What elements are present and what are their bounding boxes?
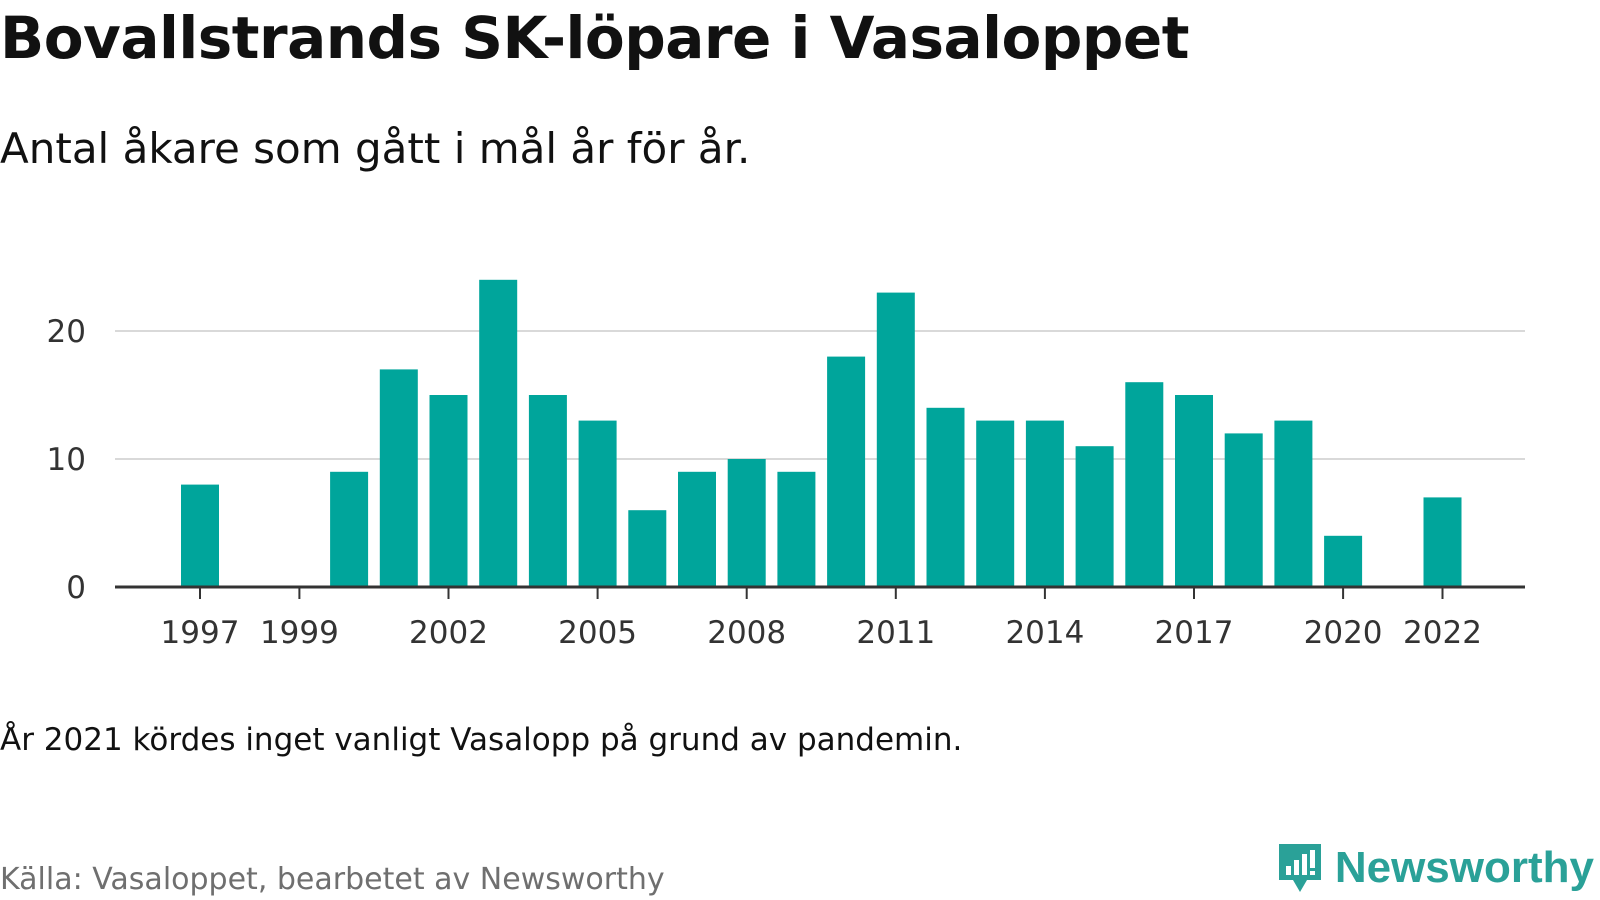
grid-lines — [115, 330, 1525, 460]
bar-2000 — [330, 471, 369, 587]
bar-2006 — [628, 510, 667, 587]
y-tick-label: 0 — [66, 570, 86, 606]
bar-2017 — [1175, 395, 1213, 587]
bar-2004 — [528, 395, 567, 587]
bar-2009 — [777, 471, 816, 587]
x-tick-labels: 1997 1999 2002 2005 2008 2011 2014 2017 2020 2022 — [161, 615, 1482, 651]
bar-2015 — [1075, 446, 1114, 587]
chart-title: Bovallstrands SK-löpare i Vasaloppet — [0, 4, 1189, 72]
bar-2005 — [578, 420, 617, 587]
bar-2008 — [727, 459, 766, 587]
footnote: År 2021 kördes inget vanligt Vasalopp på… — [0, 722, 963, 758]
bar-2022 — [1423, 497, 1462, 587]
x-tick-label: 2020 — [1304, 615, 1383, 651]
bar-1997 — [181, 484, 219, 587]
bar-2010 — [827, 356, 866, 587]
x-tick-label: 1997 — [161, 615, 240, 651]
y-tick-label: 20 — [47, 314, 86, 350]
bars — [181, 279, 1462, 587]
x-tick-label: 2002 — [409, 615, 488, 651]
bar-2016 — [1125, 382, 1164, 587]
bar-2014 — [1025, 420, 1064, 587]
y-tick-labels: 0 10 20 — [47, 314, 86, 606]
source-text: Källa: Vasaloppet, bearbetet av Newswort… — [0, 862, 665, 897]
bar-2003 — [479, 279, 518, 587]
y-tick-label: 10 — [47, 442, 86, 478]
x-axis — [115, 585, 1525, 599]
x-tick-label: 1999 — [260, 615, 339, 651]
bar-2020 — [1324, 535, 1363, 587]
bar-2001 — [379, 369, 418, 587]
bar-2012 — [926, 407, 965, 587]
bar-2002 — [429, 395, 468, 587]
chart-subtitle: Antal åkare som gått i mål år för år. — [0, 124, 751, 173]
x-tick-label: 2011 — [856, 615, 935, 651]
bar-2019 — [1274, 420, 1313, 587]
newsworthy-logo-icon — [1278, 844, 1321, 892]
bar-2013 — [976, 420, 1015, 587]
x-tick-label: 2022 — [1403, 615, 1482, 651]
x-tick-label: 2017 — [1155, 615, 1234, 651]
bar-2007 — [678, 471, 716, 587]
x-tick-label: 2014 — [1005, 615, 1084, 651]
newsworthy-logo[interactable]: Newsworthy — [1275, 840, 1594, 896]
bar-2018 — [1224, 433, 1263, 587]
x-tick-label: 2008 — [707, 615, 786, 651]
bar-2011 — [876, 292, 915, 587]
bar-chart: 0 10 20 1997 1999 2002 2005 2008 2011 2014 2017 20… — [47, 279, 1525, 651]
newsworthy-logo-text: Newsworthy — [1334, 843, 1594, 892]
x-tick-label: 2005 — [558, 615, 637, 651]
